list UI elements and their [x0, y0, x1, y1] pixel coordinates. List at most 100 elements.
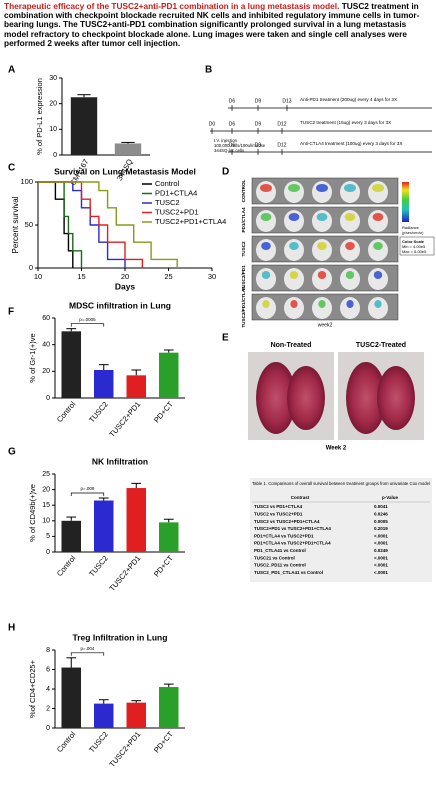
signal — [289, 242, 299, 250]
lung-lobe — [256, 362, 296, 434]
scale-line: Min = 4.00e5 — [402, 244, 426, 249]
x-tick-label: 15 — [77, 272, 85, 281]
signal — [372, 213, 384, 221]
table-cell: <.0001 — [374, 533, 388, 538]
y-tick-label: 20 — [42, 368, 50, 375]
table-cell: TUSC2_PD11 vs Control — [254, 563, 306, 568]
table-cell: PD1_CTLA41 vs Control — [254, 548, 306, 553]
bar — [159, 352, 179, 398]
signal — [318, 300, 326, 308]
scale-line: Max = 6.00e5 — [402, 249, 427, 254]
timeline-day: D12 — [277, 142, 286, 148]
signal — [262, 300, 270, 308]
bar — [159, 522, 179, 552]
legend-label: Control — [155, 179, 180, 188]
y-tick-label: 60 — [42, 315, 50, 322]
table-bg — [250, 478, 432, 582]
lung-label: TUSC2-Treated — [356, 342, 406, 349]
x-tick-label: TUSC2 — [87, 400, 110, 425]
x-tick-label: 20 — [121, 272, 129, 281]
lung-lobe — [287, 366, 325, 430]
panel-letter: C — [8, 163, 15, 174]
signal — [316, 184, 328, 192]
timeline-day: D9 — [255, 98, 262, 104]
timeline-day: D13 — [282, 98, 291, 104]
x-tick-label: TUSC2 — [87, 554, 110, 579]
table-cell: 0.0005 — [374, 519, 388, 524]
table-cell: TUSC2_PD1_CTLA41 vs Control — [254, 570, 323, 575]
timeline-day: D0 — [209, 121, 216, 127]
x-tick-label: PD+CT — [152, 553, 175, 578]
chart-title: NK Infiltration — [92, 456, 148, 466]
timeline-label: Anti-PD1 treatment (200ug) every 4 days … — [300, 97, 397, 102]
y-tick-label: 10 — [42, 518, 50, 525]
table-cell: <.0001 — [374, 570, 388, 575]
signal — [345, 271, 355, 279]
lung-footer: Week 2 — [326, 446, 347, 452]
x-tick-label: 30 — [208, 272, 216, 281]
y-tick-label: 0 — [46, 725, 50, 732]
survival-curve — [38, 181, 83, 268]
table-header: p-Value — [382, 495, 399, 500]
signal — [261, 242, 271, 250]
caption-body: TUSC2 treatment in combination with chec… — [4, 1, 420, 48]
y-tick-label: 5 — [46, 533, 50, 540]
imaging-row-label: CONTROL — [241, 179, 246, 202]
panel-letter: F — [8, 307, 14, 318]
legend-label: TUSC2+PD1+CTLA4 — [155, 217, 226, 226]
panel-letter: H — [8, 623, 15, 634]
y-tick-label: 30 — [49, 75, 57, 82]
caption-headline: Therapeutic efficacy of the TUSC2+anti-P… — [4, 1, 340, 11]
y-tick-label: 15 — [42, 502, 50, 509]
y-tick-label: 10 — [49, 126, 57, 133]
y-tick-label: 20 — [42, 486, 50, 493]
signal — [372, 184, 384, 192]
bar — [94, 370, 114, 398]
bar — [61, 520, 81, 552]
x-tick-label: Control — [55, 400, 78, 425]
survival-curve — [38, 181, 178, 268]
chart-title: MDSC infiltration in Lung — [69, 300, 171, 310]
significance-label: p=.0005 — [79, 317, 96, 322]
y-axis-label: % of Gr-1(+)ve — [28, 333, 37, 382]
bar — [126, 702, 146, 728]
timeline-day: D6 — [229, 98, 236, 104]
significance-bracket — [70, 652, 105, 656]
y-tick-label: 8 — [46, 647, 50, 654]
panel-letter: A — [8, 65, 15, 76]
table-header: Contrast — [291, 495, 310, 500]
timeline-day: D6 — [229, 121, 236, 127]
legend-label: TUSC2 — [155, 198, 180, 207]
survival-curve — [38, 181, 144, 268]
panel-letter: B — [205, 65, 212, 76]
signal — [373, 242, 383, 250]
x-tick-label: Control — [55, 730, 78, 755]
y-axis-label: Percent survival — [11, 196, 20, 253]
signal — [288, 213, 300, 221]
panel-letter: G — [8, 447, 16, 458]
table-cell: PD1+CTLA4 vs TUSC2+PD1+CTLA4 — [254, 541, 331, 546]
significance-bracket — [70, 492, 105, 497]
y-tick-label: 0 — [46, 549, 50, 556]
signal — [261, 271, 271, 279]
bar — [94, 500, 114, 552]
panel-letter: E — [222, 333, 229, 344]
color-bar-unit: (p/sec/cm²/sr) — [402, 231, 423, 235]
significance-label: p=.004 — [81, 646, 95, 651]
signal — [260, 213, 272, 221]
y-axis-label: % of PD-L1 expression — [35, 78, 44, 155]
lung-lobe — [377, 366, 415, 430]
x-tick-label: TUSC2+PD1 — [107, 554, 142, 593]
signal — [317, 271, 327, 279]
injection-note: 344SQ-luc cells — [214, 148, 244, 153]
x-tick-label: 10 — [34, 272, 42, 281]
signal — [374, 300, 382, 308]
y-tick-label: 100 — [20, 177, 33, 186]
chart-title: Treg Infiltration in Lung — [73, 632, 168, 642]
table-cell: <.0001 — [374, 541, 388, 546]
legend-label: PD1+CTLA4 — [155, 188, 197, 197]
table-cell: TUSC2+PD1 vs TUSC2+PD1+CTLA4 — [254, 526, 331, 531]
signal — [290, 300, 298, 308]
x-tick-label: TUSC2+PD1 — [107, 730, 142, 769]
bar — [159, 687, 179, 728]
